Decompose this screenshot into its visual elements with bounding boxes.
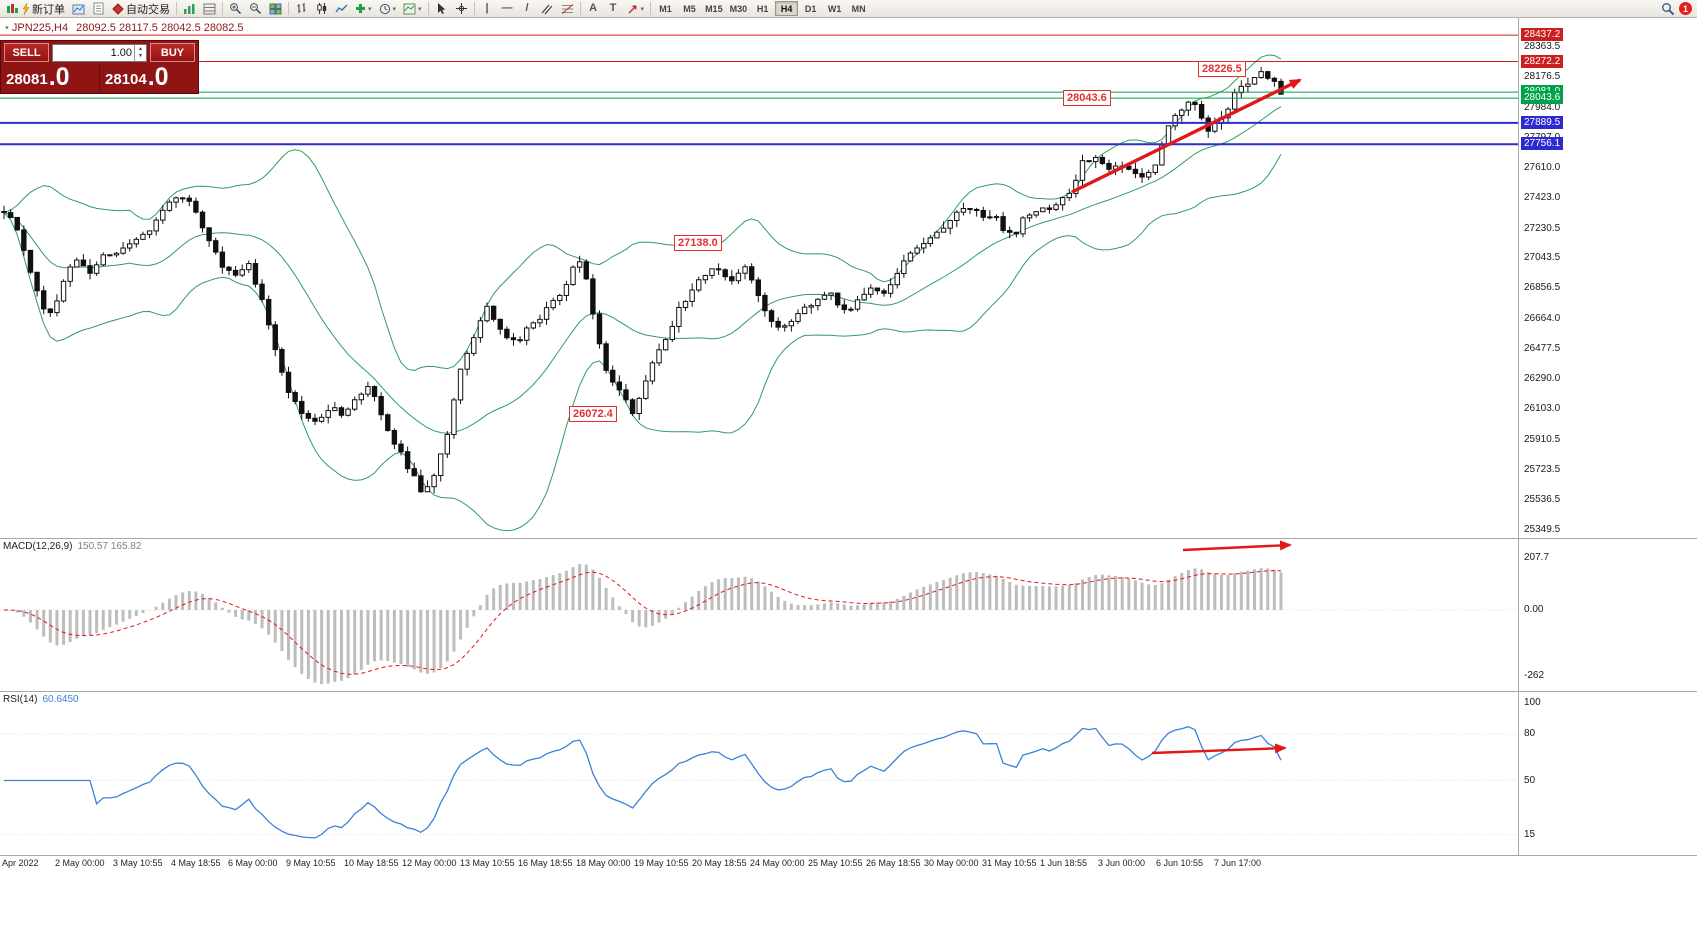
timeframe-button-m30[interactable]: M30	[727, 1, 751, 16]
trade-panel-prices: 28081.0 28104.0	[1, 64, 198, 93]
rsi-label: RSI(14) 60.6450	[3, 694, 79, 705]
bar-chart-icon[interactable]	[292, 1, 311, 17]
toolbar-separator	[473, 2, 475, 15]
bollinger-bands	[3, 54, 1282, 532]
horizontal-lines[interactable]	[0, 34, 1518, 146]
lightning-icon	[22, 2, 30, 15]
time-axis-line	[0, 855, 1697, 856]
trendline-icon[interactable]: /	[518, 1, 537, 17]
volume-spin-buttons[interactable]: ▲ ▼	[134, 44, 146, 61]
buy-price-main: 28104	[105, 71, 147, 88]
line-chart-icon[interactable]	[332, 1, 351, 17]
buy-button[interactable]: BUY	[150, 43, 195, 62]
autotrade-icon	[112, 2, 124, 15]
new-order-label: 新订单	[32, 3, 65, 16]
rsi-name: RSI(14)	[3, 694, 38, 705]
timeframe-button-h1[interactable]: H1	[751, 1, 774, 16]
panel-separator-rsi[interactable]	[0, 691, 1697, 692]
period-icon[interactable]: ▾	[376, 1, 400, 17]
buy-price-frac: .0	[147, 63, 169, 91]
indicators-icon[interactable]	[180, 1, 199, 17]
macd-label: MACD(12,26,9) 150.57 165.82	[3, 541, 141, 552]
chart-title-ohlc: 28092.5 28117.5 28042.5 28082.5	[76, 22, 244, 34]
price-axis-line[interactable]	[1518, 18, 1519, 855]
vertical-line-icon[interactable]: |	[478, 1, 497, 17]
symbol-dot: •	[5, 22, 9, 34]
toolbar-separator	[427, 2, 429, 15]
arrows-icon[interactable]: ▾	[624, 1, 648, 17]
toolbar-separator	[222, 2, 223, 15]
tile-windows-icon[interactable]	[266, 1, 285, 17]
volume-stepper[interactable]: 1.00 ▲ ▼	[52, 43, 147, 62]
zoom-out-icon[interactable]	[246, 1, 265, 17]
add-indicator-icon[interactable]: ▾	[352, 1, 375, 17]
rsi-value: 60.6450	[42, 694, 79, 705]
profiles-icon[interactable]	[69, 1, 88, 17]
toolbar-separator	[650, 2, 652, 15]
rsi-series	[0, 726, 1518, 839]
macd-series	[0, 564, 1518, 684]
text-icon[interactable]: A	[584, 1, 603, 17]
timeframe-button-mn[interactable]: MN	[847, 1, 870, 16]
label-icon[interactable]: T	[604, 1, 623, 17]
timeframe-group: M1 M5 M15 M30 H1 H4 D1 W1 MN	[654, 1, 870, 16]
volume-down-icon[interactable]: ▼	[138, 52, 143, 59]
template-icon[interactable]	[89, 1, 108, 17]
sell-price[interactable]: 28081.0	[1, 64, 99, 93]
sell-price-frac: .0	[48, 63, 70, 91]
toolbar-separator	[579, 2, 581, 15]
volume-up-icon[interactable]: ▲	[138, 45, 143, 52]
panel-separator-macd[interactable]	[0, 538, 1697, 539]
zoom-in-icon[interactable]	[226, 1, 245, 17]
toolbar-separator	[176, 2, 177, 15]
macd-values: 150.57 165.82	[77, 541, 142, 552]
timeframe-button-m1[interactable]: M1	[654, 1, 677, 16]
candlestick-chart-icon[interactable]	[312, 1, 331, 17]
timeframe-button-h4[interactable]: H4	[775, 1, 799, 16]
candlestick-series	[1, 66, 1284, 494]
sell-button[interactable]: SELL	[4, 43, 49, 62]
templates-icon[interactable]: ▾	[400, 1, 425, 17]
chart-title-symbol: JPN225,H4	[11, 22, 69, 34]
trend-arrows	[1071, 78, 1302, 755]
main-toolbar: 新订单 自动交易	[0, 0, 1697, 18]
crosshair-icon[interactable]	[452, 1, 471, 17]
chart-title: • JPN225,H4 28092.5 28117.5 28042.5 28082.…	[5, 22, 244, 34]
objects-list-icon[interactable]	[200, 1, 219, 17]
sell-price-main: 28081	[6, 71, 48, 88]
timeframe-button-m5[interactable]: M5	[678, 1, 701, 16]
volume-value[interactable]: 1.00	[110, 46, 132, 59]
timeframe-button-m15[interactable]: M15	[702, 1, 726, 16]
search-icon[interactable]	[1658, 1, 1678, 17]
fibonacci-icon[interactable]	[558, 1, 577, 17]
channel-icon[interactable]	[538, 1, 557, 17]
new-chart-icon	[7, 4, 18, 13]
timeframe-button-d1[interactable]: D1	[799, 1, 822, 16]
new-order-button[interactable]: 新订单	[3, 1, 68, 17]
horizontal-line-icon[interactable]: —	[498, 1, 517, 17]
timeframe-button-w1[interactable]: W1	[823, 1, 846, 16]
one-click-trading-panel: SELL 1.00 ▲ ▼ BUY 28081.0 28104.0	[0, 40, 199, 94]
toolbar-separator	[288, 2, 289, 15]
macd-name: MACD(12,26,9)	[3, 541, 73, 552]
autotrade-button[interactable]: 自动交易	[109, 1, 173, 17]
cursor-icon[interactable]	[432, 1, 451, 17]
autotrade-label: 自动交易	[126, 3, 170, 16]
buy-price[interactable]: 28104.0	[99, 64, 198, 93]
notification-badge[interactable]: 1	[1679, 2, 1692, 15]
trade-panel-controls: SELL 1.00 ▲ ▼ BUY	[1, 41, 198, 64]
